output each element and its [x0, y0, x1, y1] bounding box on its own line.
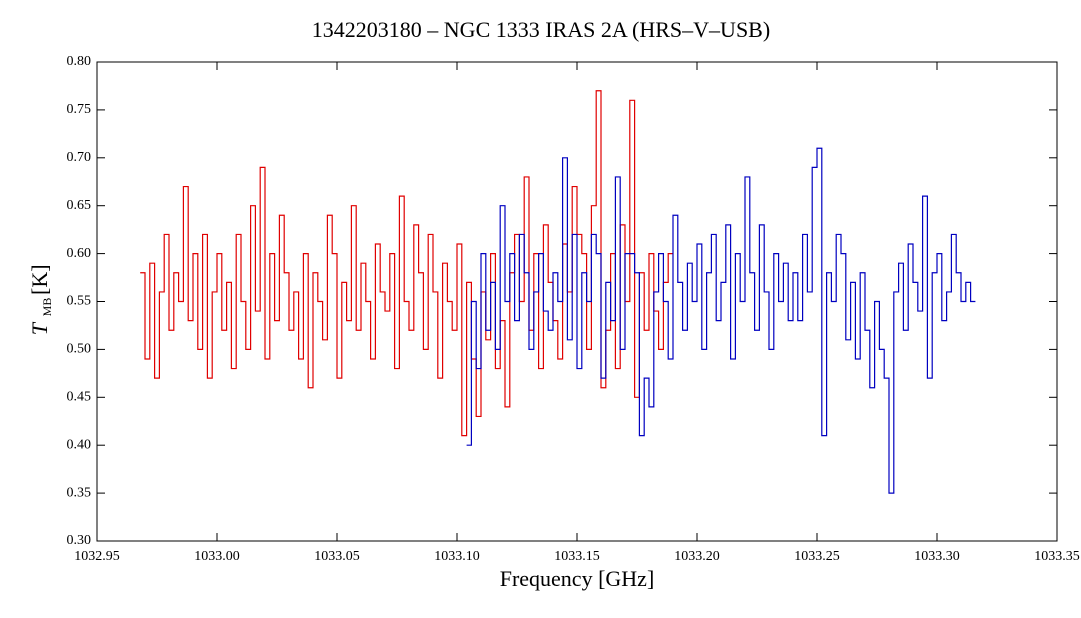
x-tick-label: 1033.10 [434, 549, 480, 564]
y-tick-label: 0.80 [67, 54, 92, 69]
y-tick-label: 0.65 [67, 198, 92, 213]
x-tick-label: 1033.15 [554, 549, 600, 564]
y-tick-label: 0.40 [67, 437, 92, 452]
y-label-symbol: T [27, 321, 52, 335]
y-tick-label: 0.35 [67, 485, 92, 500]
y-label-unit: [K] [27, 264, 52, 295]
x-tick-label: 1033.25 [794, 549, 840, 564]
y-tick-label: 0.45 [67, 390, 92, 405]
y-tick-label: 0.60 [67, 246, 92, 261]
spectrum-line [466, 147, 976, 494]
x-tick-label: 1032.95 [74, 549, 120, 564]
spectrum-line [140, 90, 673, 437]
x-tick-label: 1033.30 [914, 549, 960, 564]
x-tick-label: 1033.00 [194, 549, 240, 564]
y-tick-label: 0.70 [67, 150, 92, 165]
x-tick-label: 1033.35 [1034, 549, 1080, 564]
x-tick-label: 1033.20 [674, 549, 720, 564]
y-tick-label: 0.30 [67, 533, 92, 548]
x-axis-label: Frequency [GHz] [500, 566, 655, 591]
y-axis-label: T MB [K] [27, 264, 54, 335]
y-tick-label: 0.50 [67, 342, 92, 357]
y-label-subscript: MB [40, 298, 54, 317]
x-tick-label: 1033.05 [314, 549, 360, 564]
y-tick-label: 0.75 [67, 102, 92, 117]
chart-title: 1342203180 – NGC 1333 IRAS 2A (HRS–V–USB… [312, 17, 770, 42]
y-tick-label: 0.55 [67, 294, 92, 309]
